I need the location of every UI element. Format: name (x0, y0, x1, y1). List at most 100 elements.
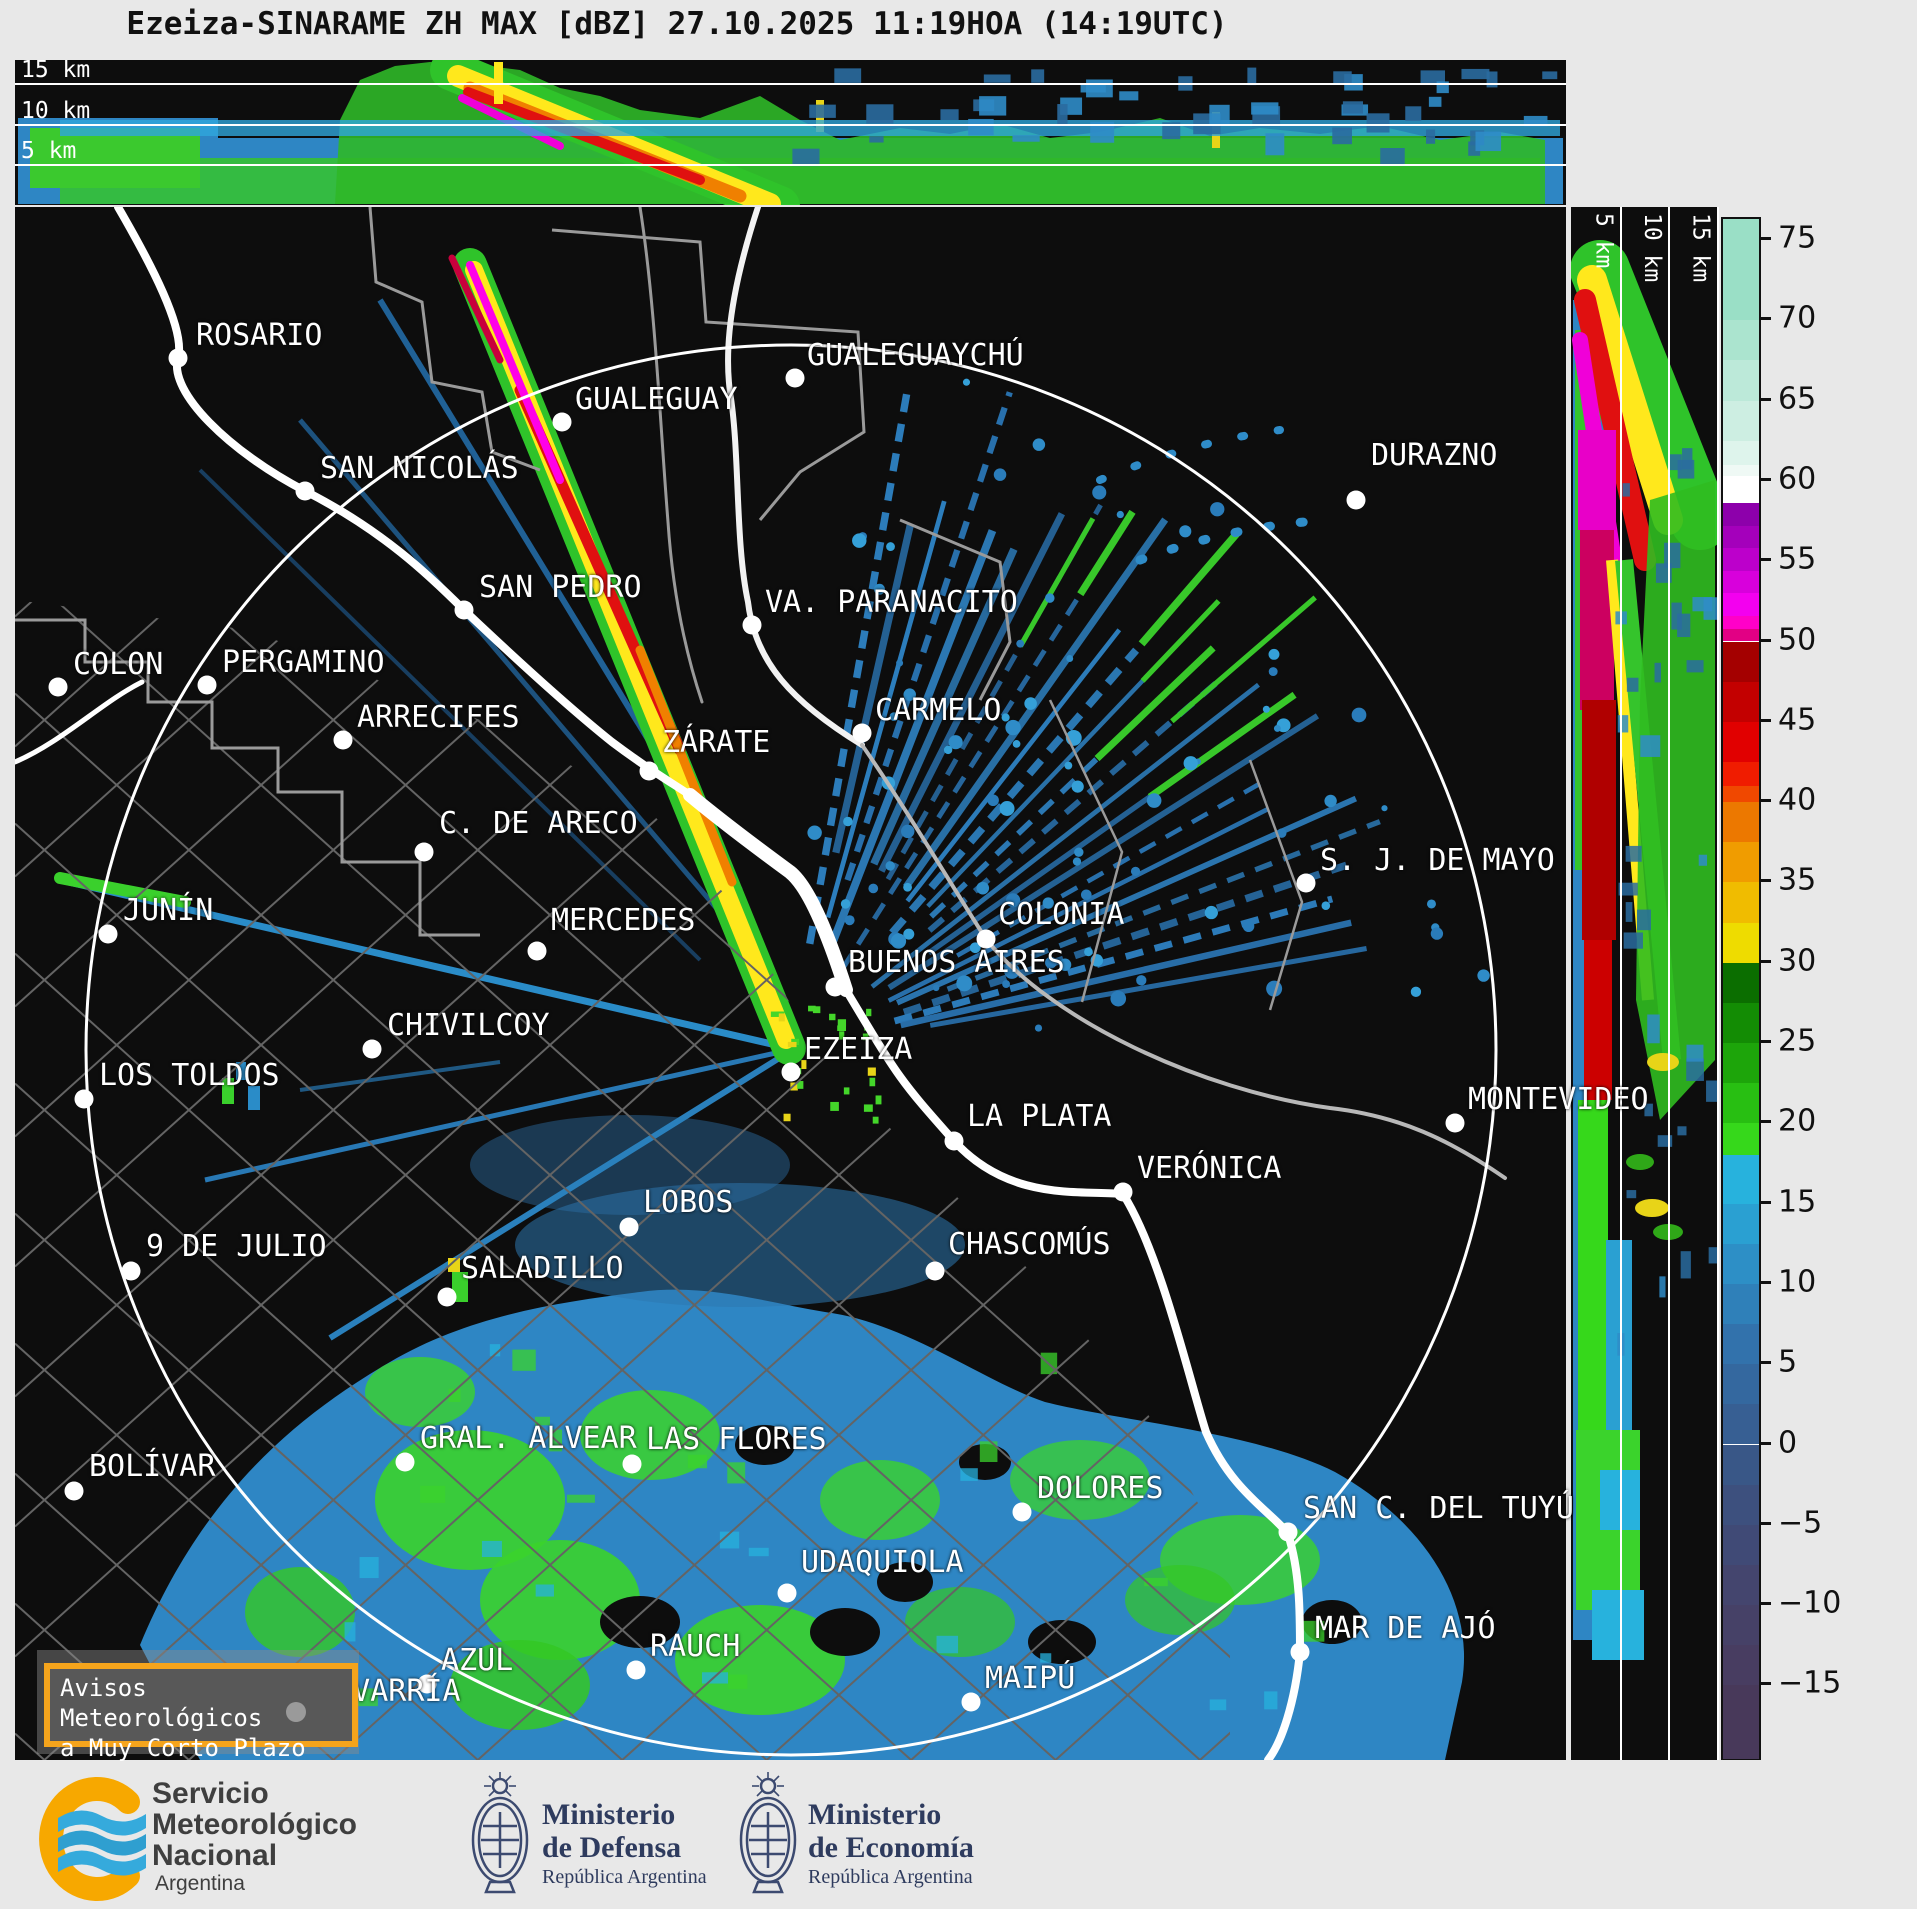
colorbar-tick (1759, 558, 1771, 562)
colorbar-segment (1723, 922, 1759, 963)
colorbar-tick (1759, 1200, 1771, 1204)
colorbar-segment (1723, 1002, 1759, 1043)
altitude-line-right-15km (1716, 207, 1719, 1760)
altitude-line-10km (15, 123, 1566, 126)
colorbar-segment (1723, 593, 1759, 616)
colorbar-segment (1723, 1043, 1759, 1084)
colorbar-segment (1723, 1645, 1759, 1686)
colorbar-segment (1723, 681, 1759, 722)
colorbar-segment (1723, 802, 1759, 843)
colorbar-segment (1723, 1605, 1759, 1646)
colorbar-segment (1723, 721, 1759, 762)
colorbar-segment (1723, 1524, 1759, 1565)
colorbar-tick-label: 35 (1778, 862, 1817, 898)
colorbar-tick (1759, 1120, 1771, 1124)
colorbar-tick-label: 10 (1778, 1264, 1817, 1300)
smn-country: Argentina (155, 1872, 245, 1895)
colorbar-tick (1759, 1521, 1771, 1525)
colorbar-segment (1723, 360, 1759, 401)
altitude-label-5km: 5 km (21, 137, 77, 164)
defensa-wordmark: Ministerio de Defensa (542, 1798, 682, 1864)
colorbar-segment (1723, 1155, 1759, 1204)
colorbar-segment (1723, 1243, 1759, 1284)
radar-map[interactable] (15, 207, 1566, 1760)
top-cross-section-panel: 15 km 10 km 5 km (15, 60, 1566, 205)
colorbar-tick (1759, 959, 1771, 963)
colorbar-segment (1723, 761, 1759, 787)
colorbar-tick-label: −10 (1778, 1585, 1842, 1621)
colorbar-tick (1759, 718, 1771, 722)
altitude-label-10km: 10 km (21, 97, 91, 124)
colorbar-tick (1759, 237, 1771, 240)
colorbar-tick-label: 25 (1778, 1023, 1817, 1059)
altitude-label-right-15km: 15 km (1687, 213, 1714, 283)
radar-range-ring (84, 343, 1498, 1757)
colorbar-tick-label: 30 (1778, 943, 1817, 979)
colorbar-segment (1723, 1283, 1759, 1325)
defensa-subtitle: República Argentina (542, 1866, 707, 1888)
warning-line-2: a Muy Corto Plazo (60, 1734, 306, 1762)
colorbar-segment (1723, 1364, 1759, 1405)
colorbar-tick-label: 70 (1778, 300, 1817, 336)
altitude-line-right-10km (1668, 207, 1670, 1760)
colorbar-tick-label: −15 (1778, 1665, 1842, 1701)
smn-logo-icon (39, 1777, 146, 1901)
altitude-line-5km (15, 163, 1566, 166)
radar-spokes-echo (806, 391, 1381, 1029)
colorbar-segment (1723, 1444, 1759, 1485)
colorbar-segment (1723, 476, 1759, 504)
warning-line-1: Avisos Meteorológicos (60, 1674, 263, 1732)
warning-indicator-dot (286, 1702, 306, 1722)
colorbar-segment (1723, 503, 1759, 526)
economia-coat-of-arms (739, 1772, 797, 1894)
colorbar-tick (1759, 1602, 1771, 1606)
defensa-coat-of-arms (471, 1772, 529, 1894)
colorbar-segment (1723, 1484, 1759, 1525)
colorbar-tick (1759, 1280, 1771, 1284)
colorbar-tick-label: 75 (1778, 220, 1817, 256)
warning-box[interactable]: Avisos Meteorológicos a Muy Corto Plazo (44, 1663, 358, 1762)
colorbar-tick (1759, 638, 1771, 642)
colorbar-segment (1723, 628, 1759, 642)
altitude-label-right-10km: 10 km (1639, 213, 1665, 283)
colorbar-segment (1723, 548, 1759, 571)
radar-map-image (15, 207, 1507, 1760)
colorbar-segment (1723, 525, 1759, 549)
altitude-line-right-5km (1619, 207, 1622, 1760)
colorbar-segment (1723, 1123, 1759, 1156)
colorbar-tick (1759, 317, 1771, 321)
right-cross-section-panel: 5 km 10 km 15 km (1571, 207, 1719, 1760)
colorbar-tick-label: 20 (1778, 1103, 1817, 1139)
smn-wordmark: Servicio Meteorológico Nacional (152, 1777, 358, 1872)
colorbar-segment (1723, 962, 1759, 1003)
colorbar-segment (1723, 641, 1759, 682)
colorbar-tick (1759, 879, 1771, 883)
colorbar-segment (1723, 400, 1759, 441)
colorbar-tick-label: −5 (1778, 1505, 1823, 1541)
colorbar-segment (1723, 1203, 1759, 1244)
colorbar-segment (1723, 440, 1759, 465)
south-precip-echo (140, 1115, 1465, 1760)
economia-subtitle: República Argentina (808, 1866, 973, 1888)
colorbar-tick-label: 5 (1778, 1344, 1798, 1380)
colorbar-tick-label: 55 (1778, 541, 1817, 577)
colorbar-tick (1759, 1040, 1771, 1043)
page-title: Ezeiza-SINARAME ZH MAX [dBZ] 27.10.2025 … (126, 6, 1228, 42)
colorbar-tick (1759, 477, 1771, 481)
colorbar-segment (1723, 320, 1759, 361)
altitude-label-15km: 15 km (21, 60, 91, 84)
radar-streaks-echo (54, 248, 1490, 1341)
colorbar-tick (1759, 1682, 1771, 1686)
colorbar-segment (1723, 219, 1759, 321)
colorbar-segment (1723, 1083, 1759, 1124)
right-cross-section-image (1571, 240, 1719, 1660)
colorbar-segment (1723, 1564, 1759, 1606)
altitude-line-15km (15, 83, 1566, 86)
colorbar-tick (1759, 397, 1771, 401)
colorbar-tick-label: 45 (1778, 702, 1817, 738)
colorbar-tick (1759, 1361, 1771, 1365)
economia-wordmark: Ministerio de Economía (808, 1798, 974, 1864)
colorbar-segment (1723, 464, 1759, 477)
colorbar-segment (1723, 1404, 1759, 1445)
